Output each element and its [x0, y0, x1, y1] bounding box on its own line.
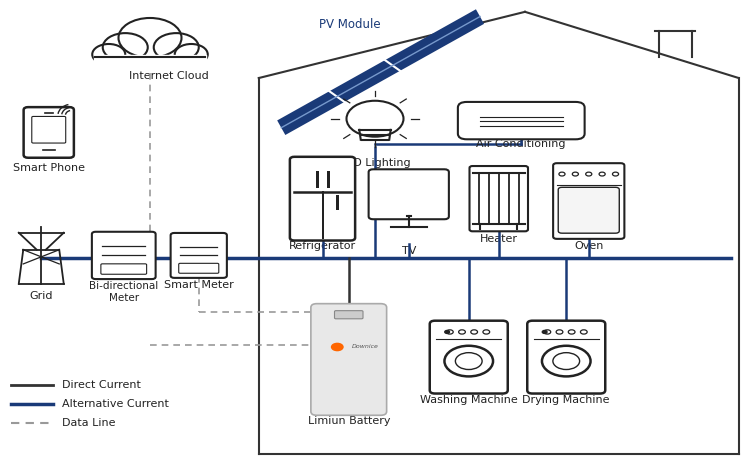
- FancyBboxPatch shape: [178, 263, 219, 273]
- FancyBboxPatch shape: [290, 157, 356, 241]
- Text: LED Lighting: LED Lighting: [340, 158, 410, 168]
- Text: Direct Current: Direct Current: [62, 380, 140, 391]
- Text: Internet Cloud: Internet Cloud: [129, 71, 209, 81]
- Circle shape: [175, 44, 208, 65]
- Text: Oven: Oven: [574, 241, 604, 251]
- Text: Limiun Battery: Limiun Battery: [308, 416, 390, 426]
- FancyBboxPatch shape: [553, 163, 624, 239]
- Text: Downice: Downice: [352, 344, 379, 350]
- FancyBboxPatch shape: [170, 233, 226, 278]
- Text: Smart Meter: Smart Meter: [164, 280, 234, 290]
- FancyBboxPatch shape: [334, 311, 363, 319]
- Text: Drying Machine: Drying Machine: [523, 395, 610, 405]
- Circle shape: [332, 343, 343, 350]
- FancyBboxPatch shape: [24, 107, 74, 158]
- Circle shape: [103, 33, 148, 61]
- Circle shape: [92, 44, 125, 65]
- Text: Heater: Heater: [480, 234, 518, 244]
- Text: Bi-directional
Meter: Bi-directional Meter: [89, 281, 158, 303]
- Text: Air Conditioning: Air Conditioning: [476, 139, 566, 149]
- Circle shape: [542, 331, 547, 333]
- Text: TV: TV: [401, 246, 416, 256]
- Circle shape: [445, 331, 449, 333]
- Text: Washing Machine: Washing Machine: [420, 395, 518, 405]
- Circle shape: [118, 18, 182, 58]
- Text: PV Module: PV Module: [319, 18, 380, 31]
- FancyBboxPatch shape: [369, 169, 448, 219]
- Circle shape: [154, 33, 199, 61]
- FancyBboxPatch shape: [470, 166, 528, 231]
- FancyBboxPatch shape: [527, 321, 605, 394]
- FancyBboxPatch shape: [100, 264, 147, 274]
- FancyBboxPatch shape: [558, 187, 620, 233]
- FancyBboxPatch shape: [310, 304, 387, 415]
- Text: Smart Phone: Smart Phone: [13, 163, 85, 173]
- Text: Grid: Grid: [29, 291, 53, 301]
- Text: Data Line: Data Line: [62, 418, 115, 429]
- Text: Alternative Current: Alternative Current: [62, 399, 168, 410]
- FancyBboxPatch shape: [92, 232, 156, 279]
- FancyBboxPatch shape: [430, 321, 508, 394]
- FancyBboxPatch shape: [458, 102, 584, 139]
- Text: Refrigerator: Refrigerator: [289, 241, 356, 251]
- FancyBboxPatch shape: [32, 116, 66, 143]
